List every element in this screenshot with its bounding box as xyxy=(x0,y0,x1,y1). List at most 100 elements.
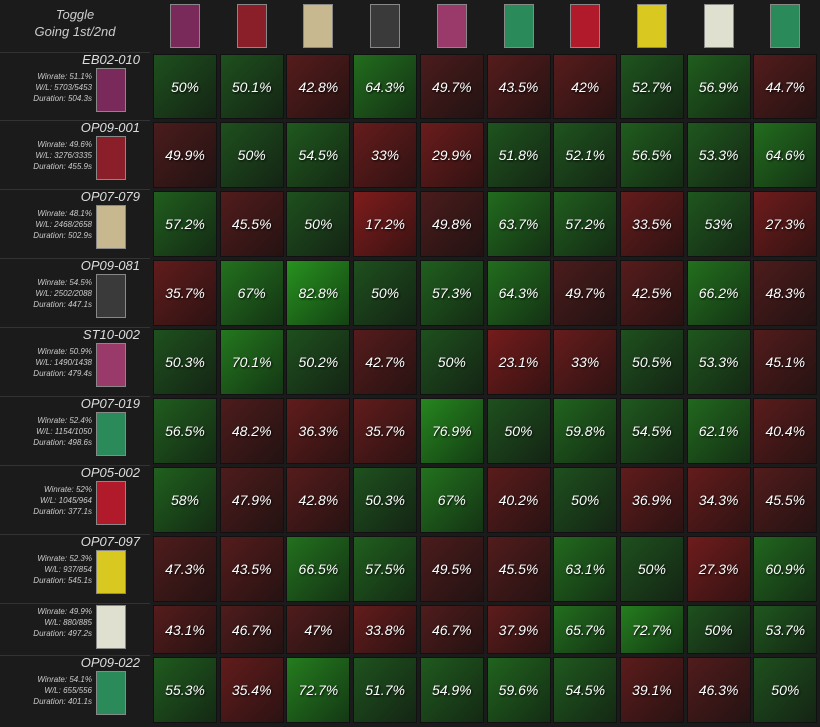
matchup-cell: 56.5% xyxy=(619,122,684,188)
matchup-cell: 54.5% xyxy=(286,122,351,188)
toggle[interactable]: Toggle xyxy=(55,7,95,22)
matchup-cell: 63.1% xyxy=(553,536,618,602)
column-card xyxy=(236,4,267,48)
matchup-cell: 64.3% xyxy=(486,260,551,326)
duration: Duration: 479.4s xyxy=(33,369,92,378)
matchup-cell: 51.8% xyxy=(486,122,551,188)
matchup-cell: 49.8% xyxy=(419,191,484,257)
matchup-cell: 64.3% xyxy=(353,54,418,119)
matchup-cell: 49.5% xyxy=(419,536,484,602)
deck-code: OP07-079 xyxy=(80,189,140,204)
matchup-cell: 50.3% xyxy=(153,329,217,395)
matchup-row: EB02-010 Winrate: 51.1% W/L: 5703/5453 Dura… xyxy=(0,52,820,120)
matchup-cell: 45.5% xyxy=(219,191,284,257)
matchup-cell: 33.5% xyxy=(619,191,684,257)
duration: Duration: 545.1s xyxy=(33,576,92,585)
matchup-cell: 64.6% xyxy=(753,122,818,188)
matchup-cell: 50.3% xyxy=(353,467,418,533)
winrate: Winrate: 49.6% xyxy=(37,140,92,149)
deck-code: OP09-081 xyxy=(80,258,140,273)
matchup-cell: 66.2% xyxy=(686,260,751,326)
matchup-row: OP05-002 Winrate: 52% W/L: 1045/964 Duratio… xyxy=(0,465,820,534)
matchup-row: OP07-019 Winrate: 52.4% W/L: 1154/1050 Dura… xyxy=(0,396,820,465)
column-card xyxy=(703,4,734,48)
matchup-cell: 50% xyxy=(553,467,618,533)
matchup-cell: 82.8% xyxy=(286,260,351,326)
column-card xyxy=(570,4,601,48)
deck-code: OP05-002 xyxy=(80,465,140,480)
winrate: Winrate: 54.5% xyxy=(37,278,92,287)
matchup-cell: 42.5% xyxy=(619,260,684,326)
deck-card xyxy=(96,136,126,180)
win-loss: W/L: 655/556 xyxy=(44,686,92,695)
matchup-cell: 59.8% xyxy=(553,398,618,464)
matchup-row: OP09-001 Winrate: 49.6% W/L: 3276/3335 Dura… xyxy=(0,120,820,189)
matchup-cell: 72.7% xyxy=(286,657,351,723)
winrate: Winrate: 48.1% xyxy=(37,209,92,218)
duration: Duration: 455.9s xyxy=(33,162,92,171)
duration: Duration: 498.6s xyxy=(33,438,92,447)
matchup-cell: 43.5% xyxy=(486,54,551,119)
duration: Duration: 377.1s xyxy=(33,507,92,516)
duration: Duration: 447.1s xyxy=(33,300,92,309)
duration: Duration: 401.1s xyxy=(33,697,92,706)
row-separator xyxy=(0,534,150,535)
matchup-cell: 33.8% xyxy=(353,605,418,654)
matchup-row: Winrate: 49.9% W/L: 880/885 Duration: 497.… xyxy=(0,603,820,655)
matchup-cell: 53.3% xyxy=(686,122,751,188)
matchup-cell: 44.7% xyxy=(753,54,818,119)
matchup-cell: 67% xyxy=(419,467,484,533)
row-separator xyxy=(0,120,150,121)
matchup-cell: 45.5% xyxy=(753,467,818,533)
deck-code: OP09-022 xyxy=(80,655,140,670)
matchup-cell: 50.5% xyxy=(619,329,684,395)
matchup-cell: 35.7% xyxy=(353,398,418,464)
matchup-cell: 42.7% xyxy=(353,329,418,395)
deck-card xyxy=(96,343,126,387)
matchup-cell: 49.7% xyxy=(419,54,484,119)
matchup-cell: 56.9% xyxy=(686,54,751,119)
deck-card xyxy=(96,412,126,456)
matchup-cell: 50% xyxy=(619,536,684,602)
winrate: Winrate: 50.9% xyxy=(37,347,92,356)
subtitle: Going 1st/2nd xyxy=(34,24,116,39)
matchup-cell: 42% xyxy=(553,54,618,119)
row-separator xyxy=(0,327,150,328)
winrate: Winrate: 52% xyxy=(44,485,92,494)
row-separator xyxy=(0,52,150,53)
matchup-cell: 50% xyxy=(686,605,751,654)
matchup-cell: 57.3% xyxy=(419,260,484,326)
matchup-cell: 36.3% xyxy=(286,398,351,464)
matchup-cell: 47% xyxy=(286,605,351,654)
matchup-cell: 45.1% xyxy=(753,329,818,395)
matchup-cell: 60.9% xyxy=(753,536,818,602)
matchup-cell: 56.5% xyxy=(153,398,217,464)
row-separator xyxy=(0,465,150,466)
row-separator xyxy=(0,189,150,190)
column-card xyxy=(436,4,467,48)
column-card xyxy=(636,4,667,48)
matchup-cell: 27.3% xyxy=(686,536,751,602)
matchup-cell: 42.8% xyxy=(286,467,351,533)
win-loss: W/L: 1154/1050 xyxy=(36,427,92,436)
win-loss: W/L: 1490/1438 xyxy=(35,358,92,367)
win-loss: W/L: 5703/5453 xyxy=(35,83,92,92)
matchup-cell: 65.7% xyxy=(553,605,618,654)
matchup-cell: 67% xyxy=(219,260,284,326)
win-loss: W/L: 1045/964 xyxy=(39,496,92,505)
matchup-cell: 52.1% xyxy=(553,122,618,188)
winrate: Winrate: 51.1% xyxy=(37,72,92,81)
row-separator xyxy=(0,258,150,259)
matchup-cell: 48.3% xyxy=(753,260,818,326)
matchup-cell: 57.2% xyxy=(553,191,618,257)
matchup-cell: 37.9% xyxy=(486,605,551,654)
matchup-cell: 54.5% xyxy=(553,657,618,723)
column-card xyxy=(303,4,334,48)
win-loss: W/L: 2502/2088 xyxy=(35,289,92,298)
matchup-cell: 35.4% xyxy=(219,657,284,723)
matchup-cell: 55.3% xyxy=(153,657,217,723)
row-separator xyxy=(0,603,150,604)
matchup-cell: 50% xyxy=(153,54,217,119)
win-loss: W/L: 937/854 xyxy=(44,565,92,574)
column-card xyxy=(370,4,401,48)
